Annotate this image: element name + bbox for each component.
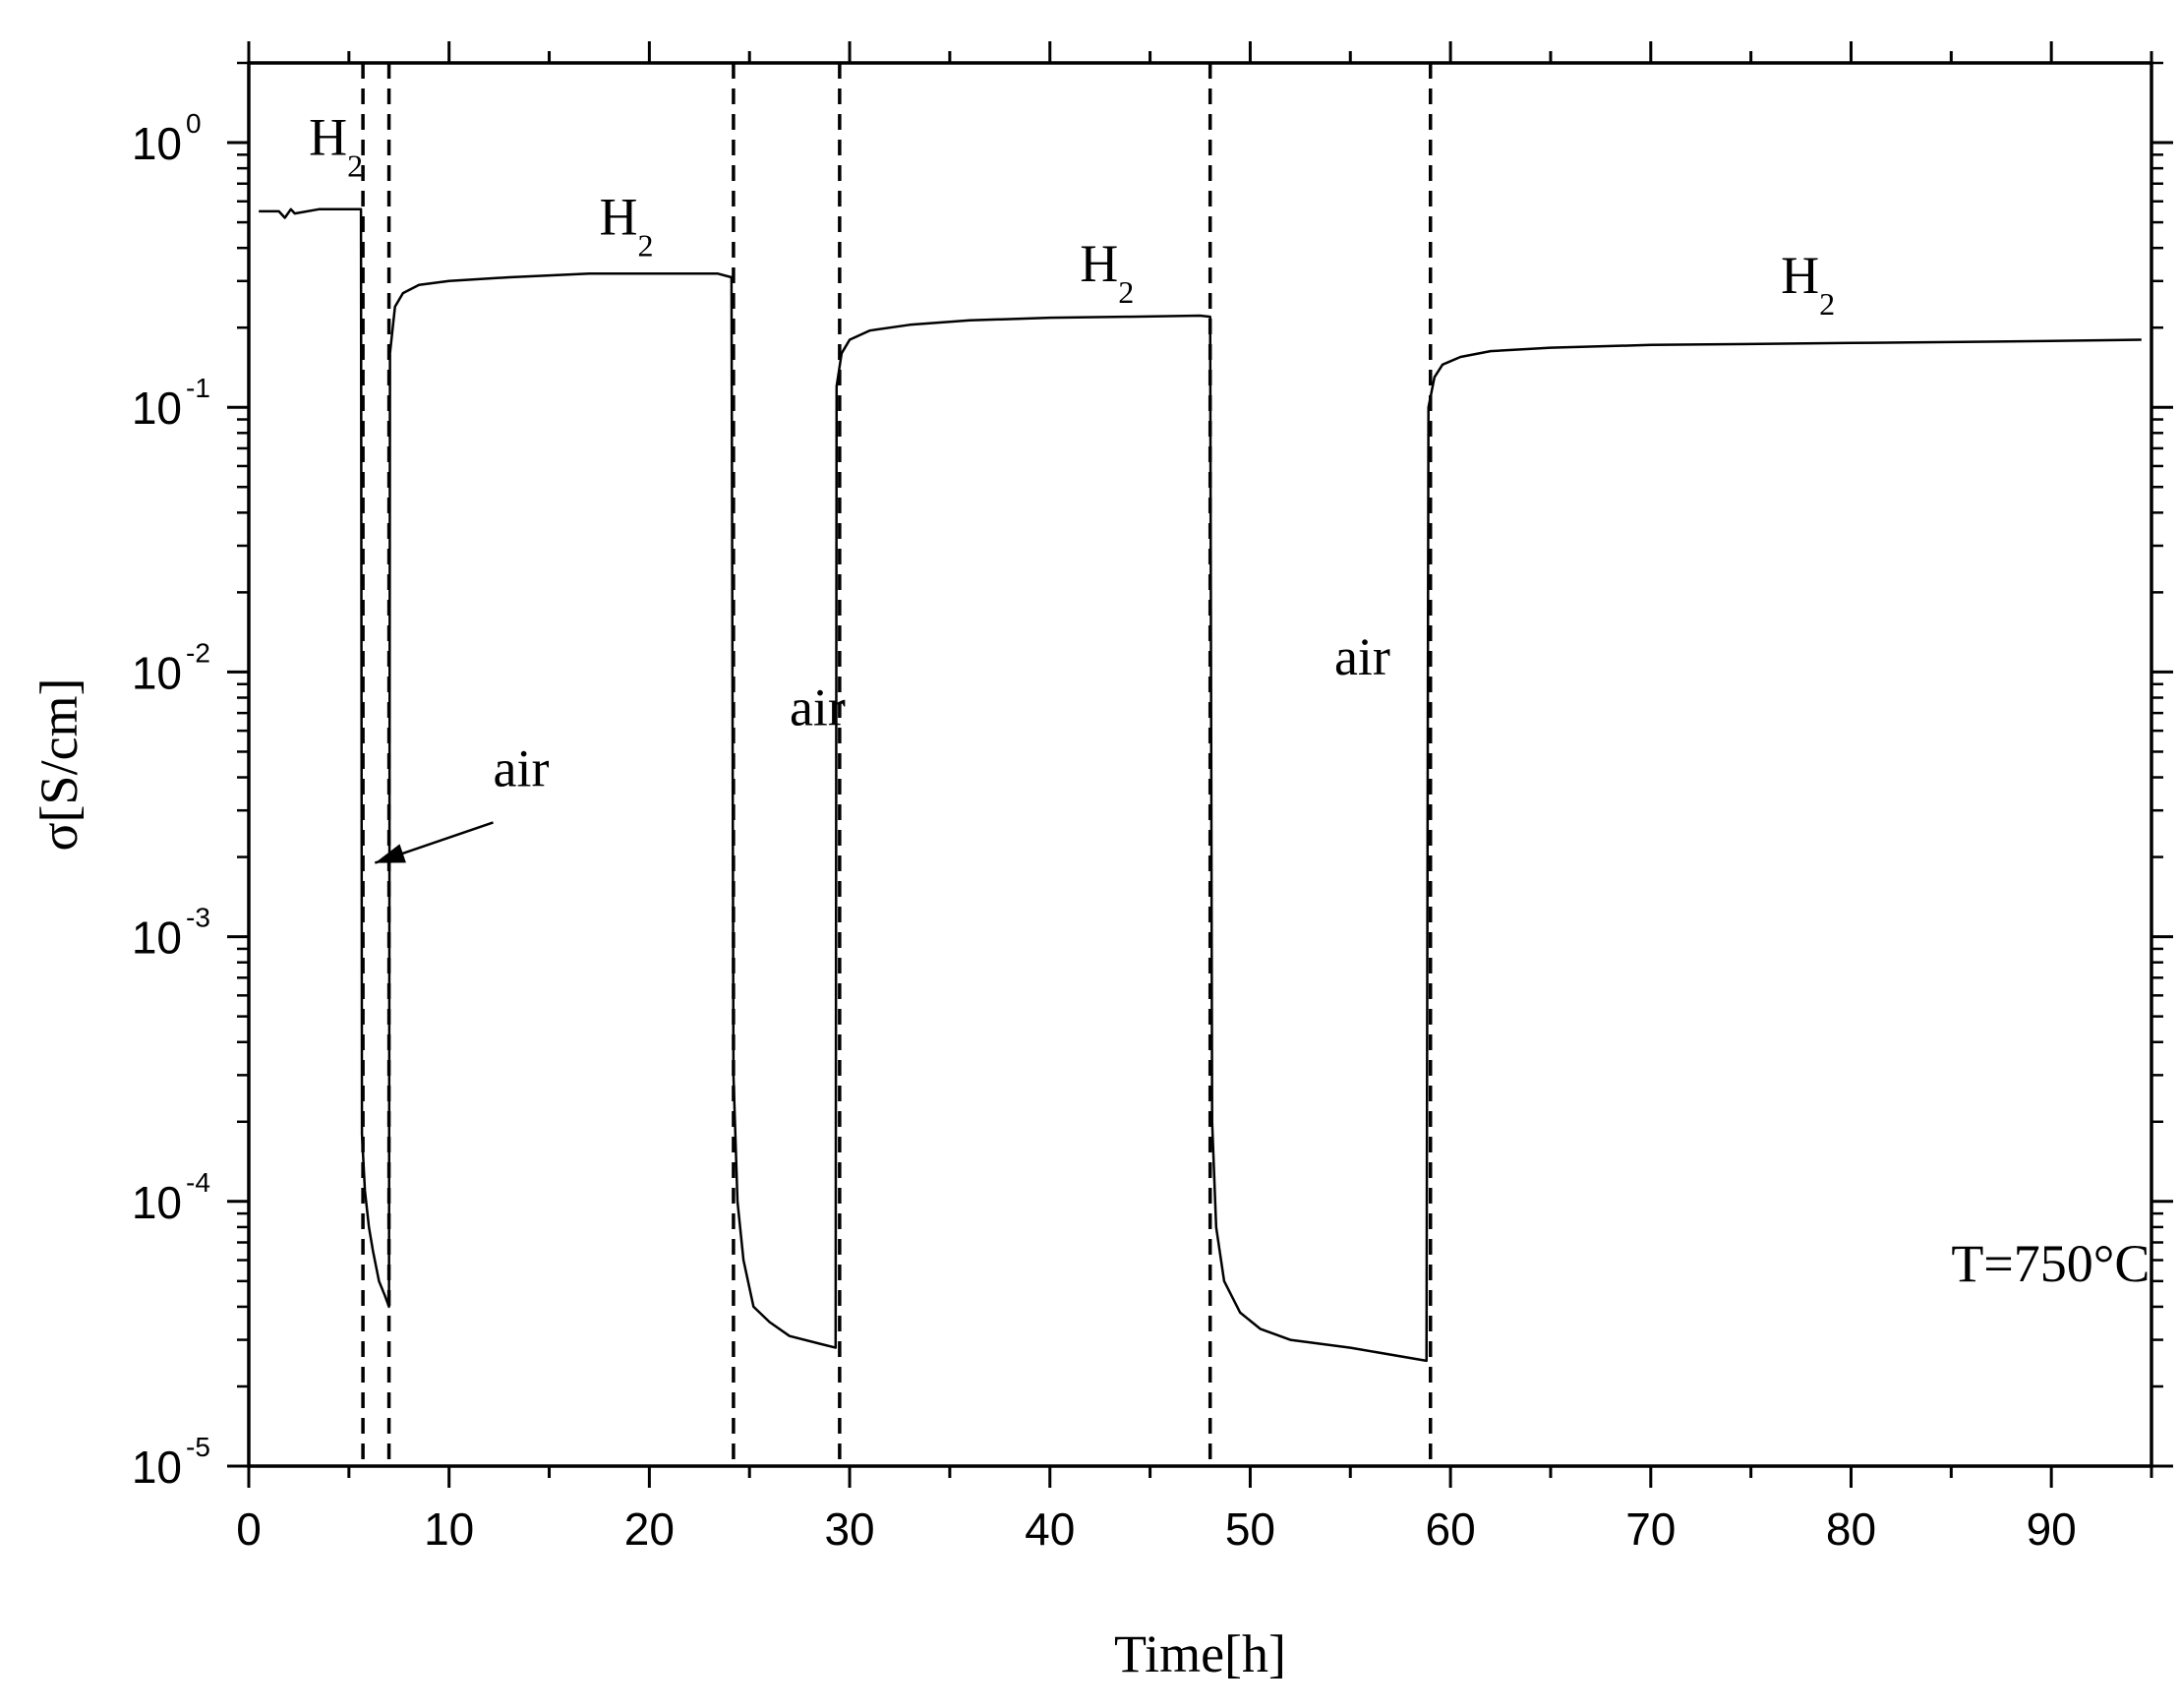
annotation-subscript: 2 — [347, 147, 363, 183]
annotation-h2_2: H2 — [599, 187, 653, 263]
y-tick-exponent: -4 — [186, 1167, 210, 1198]
annotation-subscript: 2 — [1819, 286, 1835, 322]
y-tick-label: 10 — [132, 1177, 182, 1228]
x-tick-label: 60 — [1426, 1503, 1476, 1555]
annotations: H2 H2 H2 H2 air air air T=750°C — [309, 107, 2150, 1292]
y-tick-label: 10 — [132, 383, 182, 434]
x-tick-label: 80 — [1826, 1503, 1876, 1555]
axis-titles: Time[h] σ[S/cm] — [29, 677, 1286, 1683]
x-tick-label: 20 — [624, 1503, 675, 1555]
y-tick-label: 10 — [132, 913, 182, 964]
x-tick-label: 90 — [2027, 1503, 2077, 1555]
x-tick-label: 10 — [424, 1503, 474, 1555]
y-tick-exponent: 0 — [186, 108, 202, 139]
y-tick-label: 10 — [132, 118, 182, 169]
x-tick-label: 40 — [1025, 1503, 1075, 1555]
y-tick-exponent: -1 — [186, 373, 210, 403]
annotation-air_2: air — [790, 677, 846, 736]
x-tick-label: 0 — [236, 1503, 262, 1555]
series-line-0 — [259, 207, 2142, 1363]
annotation-subscript: 2 — [1118, 274, 1134, 310]
plot-frame — [247, 61, 2153, 1468]
annotation-temp: T=750°C — [1951, 1234, 2150, 1293]
x-tick-label: 50 — [1225, 1503, 1275, 1555]
series-group — [259, 207, 2142, 1363]
y-tick-label: 10 — [132, 647, 182, 698]
y-tick-label: 10 — [132, 1442, 182, 1493]
annotation-h2_3: H2 — [1080, 234, 1134, 310]
x-axis-title: Time[h] — [1114, 1624, 1286, 1683]
y-tick-exponent: -5 — [186, 1432, 210, 1462]
annotation-air_1: air — [493, 739, 549, 798]
annotation-h2_1: H2 — [309, 107, 363, 183]
y-tick-exponent: -3 — [186, 903, 210, 933]
y-axis-title: σ[S/cm] — [29, 677, 88, 851]
annotation-subscript: 2 — [637, 227, 653, 263]
annotation-h2_4: H2 — [1781, 246, 1835, 322]
x-tick-label: 70 — [1625, 1503, 1676, 1555]
annotation-air_3: air — [1334, 627, 1390, 686]
arrow-head — [375, 844, 406, 863]
x-tick-label: 30 — [824, 1503, 874, 1555]
y-tick-exponent: -2 — [186, 637, 210, 668]
